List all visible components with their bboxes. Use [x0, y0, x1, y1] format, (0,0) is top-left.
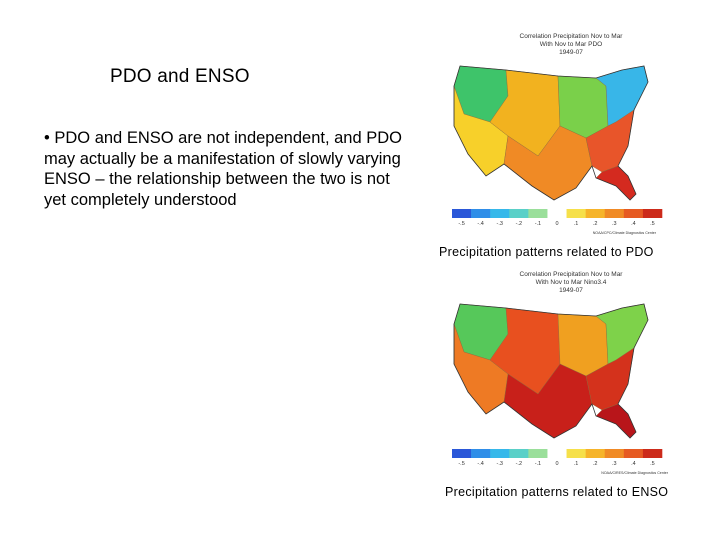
enso-scale-label: -.1	[535, 461, 541, 467]
enso-scale-swatch	[509, 449, 529, 458]
enso-color-scale: -.5 -.4 -.3 -.2 -.1 0 .1 .2 .3 .4 .5	[452, 449, 663, 467]
pdo-scale-label: .5	[650, 221, 655, 227]
enso-scale-label: -.5	[458, 461, 464, 467]
pdo-scale-swatch	[490, 209, 510, 218]
pdo-map-title-line1: Correlation Precipitation Nov to Mar	[520, 33, 624, 40]
enso-us-map	[453, 303, 649, 439]
enso-map-outline	[453, 303, 649, 439]
pdo-scale-label: -.5	[458, 221, 464, 227]
pdo-color-scale: -.5 -.4 -.3 -.2 -.1 0 .1 .2 .3 .4 .5	[452, 209, 663, 227]
bullet-text: • PDO and ENSO are not independent, and …	[44, 129, 402, 209]
pdo-scale-label: .3	[612, 221, 617, 227]
pdo-scale-swatch	[471, 209, 491, 218]
pdo-scale-label: .4	[631, 221, 636, 227]
enso-scale-label: .4	[631, 461, 636, 467]
pdo-scale-swatch	[566, 209, 586, 218]
pdo-map-outline	[453, 65, 649, 201]
pdo-scale-label: -.3	[497, 221, 503, 227]
enso-map-credit: NOAA/CIRES/Climate Diagnostics Center	[601, 471, 669, 475]
enso-scale-label: 0	[555, 461, 558, 467]
pdo-color-scale-bar	[452, 209, 663, 218]
pdo-scale-label: .1	[574, 221, 579, 227]
pdo-scale-label: -.1	[535, 221, 541, 227]
enso-scale-label: -.2	[516, 461, 522, 467]
enso-scale-swatch	[585, 449, 606, 458]
pdo-scale-swatch	[585, 209, 606, 218]
pdo-map-figure: Correlation Precipitation Nov to Mar Wit…	[452, 33, 663, 235]
enso-map-title-line1: Correlation Precipitation Nov to Mar	[520, 271, 624, 278]
enso-scale-label: -.4	[477, 461, 483, 467]
enso-scale-swatch	[452, 449, 472, 458]
enso-scale-label: -.3	[497, 461, 503, 467]
pdo-caption: Precipitation patterns related to PDO	[439, 245, 654, 259]
pdo-scale-label: .2	[593, 221, 598, 227]
pdo-scale-swatch	[642, 209, 663, 218]
slide-title: PDO and ENSO	[110, 66, 250, 87]
enso-scale-swatch	[490, 449, 510, 458]
pdo-scale-swatch	[547, 209, 567, 218]
pdo-scale-label: 0	[555, 221, 558, 227]
enso-map-title-line2: With Nov to Mar Nino3.4	[536, 279, 607, 286]
pdo-map-title-line2: With Nov to Mar PDO	[540, 41, 602, 48]
enso-scale-label: .2	[593, 461, 598, 467]
enso-scale-swatch	[604, 449, 625, 458]
pdo-scale-label: -.2	[516, 221, 522, 227]
enso-scale-swatch	[623, 449, 644, 458]
enso-map-title-line3: 1949-07	[559, 287, 583, 294]
enso-color-scale-bar	[452, 449, 663, 458]
enso-scale-swatch	[528, 449, 548, 458]
enso-scale-label: .5	[650, 461, 655, 467]
enso-scale-swatch	[566, 449, 586, 458]
pdo-scale-swatch	[528, 209, 548, 218]
enso-scale-swatch	[642, 449, 663, 458]
pdo-scale-swatch	[452, 209, 472, 218]
enso-scale-label: .1	[574, 461, 579, 467]
enso-map-figure: Correlation Precipitation Nov to Mar Wit…	[452, 271, 669, 475]
pdo-map-title-line3: 1949-07	[559, 49, 583, 56]
enso-caption: Precipitation patterns related to ENSO	[445, 485, 669, 499]
enso-map-panel: Correlation Precipitation Nov to Mar Wit…	[446, 264, 672, 476]
enso-scale-swatch	[471, 449, 491, 458]
enso-scale-label: .3	[612, 461, 617, 467]
pdo-scale-swatch	[509, 209, 529, 218]
pdo-map-panel: Correlation Precipitation Nov to Mar Wit…	[446, 26, 672, 238]
pdo-scale-label: -.4	[477, 221, 483, 227]
pdo-us-map	[453, 65, 649, 201]
pdo-scale-swatch	[604, 209, 625, 218]
pdo-map-credit: NOAA/CPC/Climate Diagnostics Center	[593, 231, 657, 235]
enso-scale-swatch	[547, 449, 567, 458]
pdo-scale-swatch	[623, 209, 644, 218]
